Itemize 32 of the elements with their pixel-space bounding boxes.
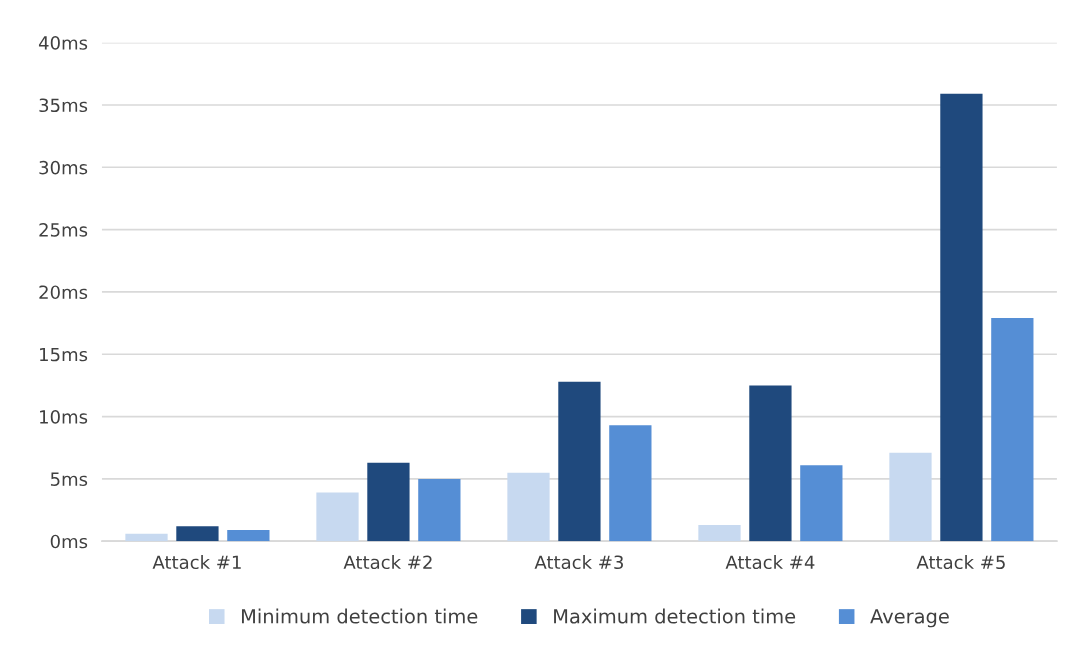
- y-tick-label: 25ms: [39, 223, 88, 237]
- legend-label: Average: [870, 609, 949, 628]
- bar: [940, 93, 983, 542]
- bar: [418, 478, 461, 542]
- y-tick-label: 30ms: [39, 160, 88, 175]
- bar: [316, 492, 359, 542]
- y-tick-label: 40ms: [38, 36, 88, 50]
- x-tick-label: Attack #3: [534, 555, 623, 570]
- bar: [558, 381, 601, 542]
- bar: [800, 465, 843, 542]
- bar: [227, 529, 270, 542]
- x-tick-label: Attack #4: [725, 555, 815, 570]
- bar: [125, 533, 168, 542]
- bar: [889, 452, 932, 542]
- x-tick-label: Attack #1: [152, 555, 241, 570]
- y-tick-label: 35ms: [39, 98, 88, 113]
- bar: [991, 318, 1034, 542]
- bar: [609, 425, 652, 542]
- y-tick-label: 0ms: [50, 534, 88, 549]
- y-tick-label: 15ms: [40, 347, 88, 362]
- bar: [749, 385, 792, 542]
- y-tick-label: 5ms: [50, 472, 88, 486]
- bar: [507, 472, 550, 542]
- bar: [698, 525, 741, 542]
- y-tick-label: 20ms: [39, 285, 88, 300]
- bar: [367, 462, 410, 542]
- legend-label: Minimum detection time: [241, 608, 478, 624]
- bar: [176, 526, 219, 542]
- legend-label: Maximum detection time: [554, 608, 796, 624]
- x-tick-label: Attack #2: [343, 555, 432, 570]
- x-tick-label: Attack #5: [916, 555, 1005, 570]
- y-tick-label: 10ms: [40, 410, 88, 424]
